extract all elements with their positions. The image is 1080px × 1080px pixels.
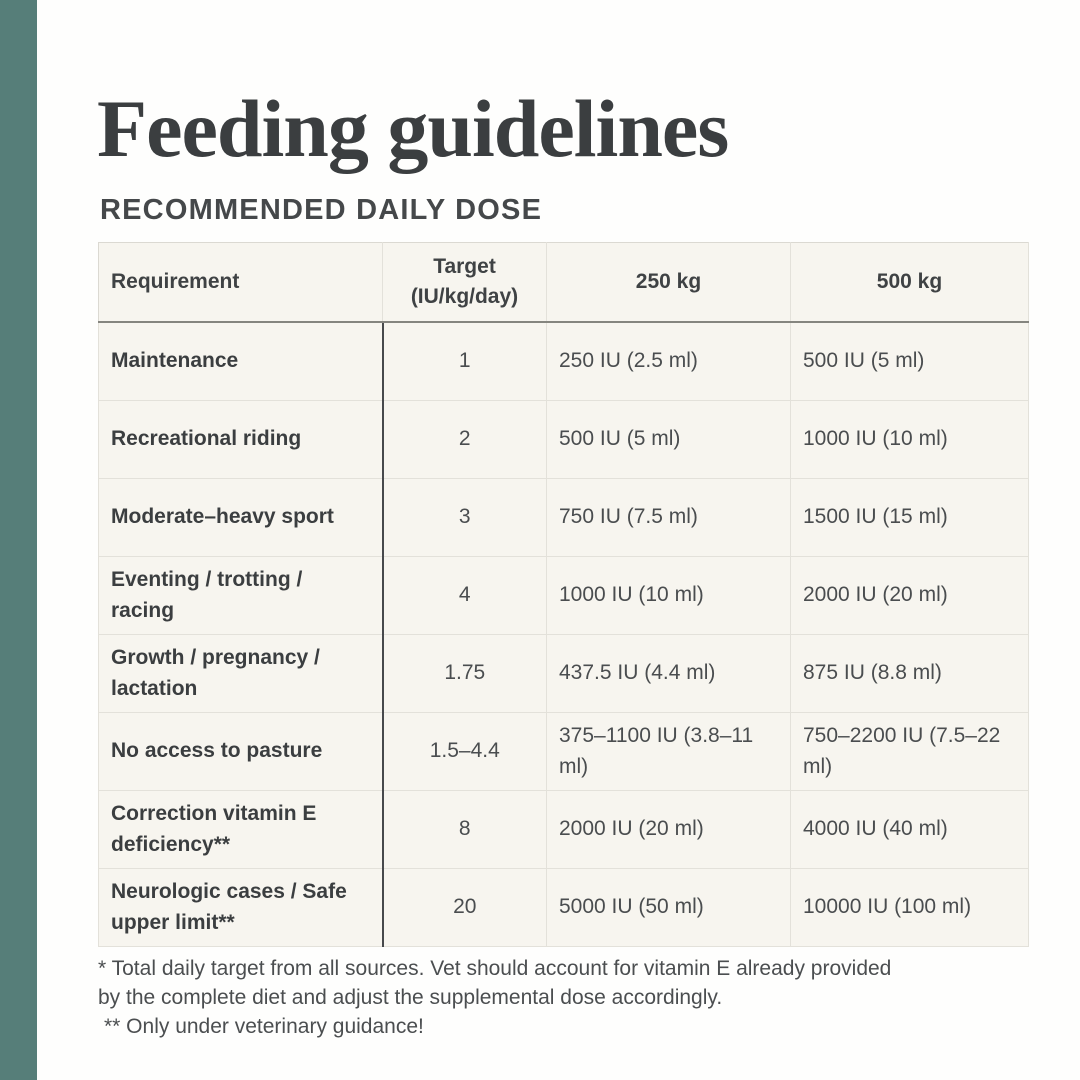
requirement-cell: Eventing / trotting / racing bbox=[98, 556, 384, 635]
target-cell: 4 bbox=[382, 556, 547, 635]
requirement-cell: Growth / pregnancy / lactation bbox=[98, 634, 384, 713]
dose-table: Requirement Target (IU/kg/day) 250 kg 50… bbox=[98, 242, 1029, 947]
requirement-cell: No access to pasture bbox=[98, 712, 384, 791]
dose-250-cell: 5000 IU (50 ml) bbox=[546, 868, 791, 947]
table-header-row: Requirement Target (IU/kg/day) 250 kg 50… bbox=[98, 242, 1029, 323]
target-cell: 1.75 bbox=[382, 634, 547, 713]
dose-500-cell: 2000 IU (20 ml) bbox=[790, 556, 1029, 635]
target-cell: 20 bbox=[382, 868, 547, 947]
col-header-requirement: Requirement bbox=[98, 242, 383, 323]
footnote-line-1: * Total daily target from all sources. V… bbox=[98, 957, 892, 980]
target-cell: 3 bbox=[382, 478, 547, 557]
dose-250-cell: 437.5 IU (4.4 ml) bbox=[546, 634, 791, 713]
dose-250-cell: 250 IU (2.5 ml) bbox=[546, 321, 791, 401]
table-row: Correction vitamin E deficiency** 8 2000… bbox=[98, 790, 1029, 869]
requirement-cell: Recreational riding bbox=[98, 400, 384, 479]
target-cell: 2 bbox=[382, 400, 547, 479]
target-cell: 1 bbox=[382, 321, 547, 401]
table-row: Neurologic cases / Safe upper limit** 20… bbox=[98, 868, 1029, 947]
dose-250-cell: 1000 IU (10 ml) bbox=[546, 556, 791, 635]
dose-250-cell: 750 IU (7.5 ml) bbox=[546, 478, 791, 557]
dose-500-cell: 750–2200 IU (7.5–22 ml) bbox=[790, 712, 1029, 791]
requirement-cell: Correction vitamin E deficiency** bbox=[98, 790, 384, 869]
dose-500-cell: 4000 IU (40 ml) bbox=[790, 790, 1029, 869]
dose-500-cell: 1500 IU (15 ml) bbox=[790, 478, 1029, 557]
footnote-line-3: ** Only under veterinary guidance! bbox=[104, 1014, 424, 1038]
table-row: Moderate–heavy sport 3 750 IU (7.5 ml) 1… bbox=[98, 478, 1029, 557]
dose-250-cell: 375–1100 IU (3.8–11 ml) bbox=[546, 712, 791, 791]
dose-500-cell: 875 IU (8.8 ml) bbox=[790, 634, 1029, 713]
table-row: No access to pasture 1.5–4.4 375–1100 IU… bbox=[98, 712, 1029, 791]
dose-250-cell: 2000 IU (20 ml) bbox=[546, 790, 791, 869]
table-row: Growth / pregnancy / lactation 1.75 437.… bbox=[98, 634, 1029, 713]
dose-500-cell: 10000 IU (100 ml) bbox=[790, 868, 1029, 947]
col-header-500kg: 500 kg bbox=[790, 242, 1029, 323]
footnote-line-2: by the complete diet and adjust the supp… bbox=[98, 985, 723, 1009]
page-subtitle: RECOMMENDED DAILY DOSE bbox=[100, 194, 543, 226]
footnotes: * Total daily target from all sources. V… bbox=[98, 955, 1028, 1042]
target-cell: 8 bbox=[382, 790, 547, 869]
col-header-target: Target (IU/kg/day) bbox=[382, 242, 547, 323]
dose-500-cell: 500 IU (5 ml) bbox=[790, 321, 1029, 401]
accent-stripe bbox=[0, 0, 37, 1080]
table-row: Maintenance 1 250 IU (2.5 ml) 500 IU (5 … bbox=[98, 321, 1029, 401]
dose-500-cell: 1000 IU (10 ml) bbox=[790, 400, 1029, 479]
table-row: Eventing / trotting / racing 4 1000 IU (… bbox=[98, 556, 1029, 635]
requirement-cell: Maintenance bbox=[98, 321, 384, 401]
col-header-250kg: 250 kg bbox=[546, 242, 791, 323]
requirement-cell: Neurologic cases / Safe upper limit** bbox=[98, 868, 384, 947]
target-cell: 1.5–4.4 bbox=[382, 712, 547, 791]
page-title: Feeding guidelines bbox=[97, 83, 729, 174]
requirement-cell: Moderate–heavy sport bbox=[98, 478, 384, 557]
dose-250-cell: 500 IU (5 ml) bbox=[546, 400, 791, 479]
table-row: Recreational riding 2 500 IU (5 ml) 1000… bbox=[98, 400, 1029, 479]
